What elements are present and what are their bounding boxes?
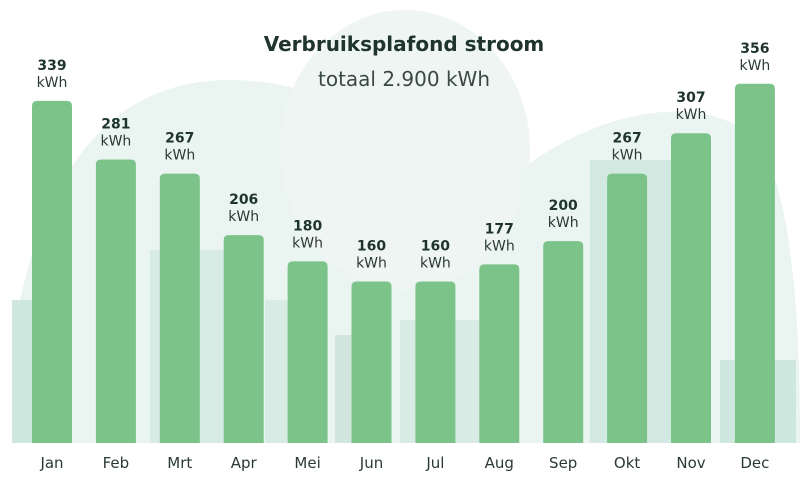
bar-aug bbox=[479, 264, 520, 443]
data-label-value: 160 bbox=[357, 239, 386, 255]
bar-jan bbox=[32, 100, 72, 443]
data-label-unit: kWh bbox=[292, 235, 323, 251]
data-label-unit: kWh bbox=[612, 148, 643, 164]
x-tick-label: Aug bbox=[485, 454, 514, 472]
x-tick-label: Jan bbox=[39, 454, 63, 472]
x-tick-label: Apr bbox=[231, 454, 258, 472]
x-tick-label: Nov bbox=[676, 454, 705, 472]
x-tick-label: Jun bbox=[359, 454, 383, 472]
x-tick-label: Okt bbox=[614, 454, 640, 472]
bar-jul bbox=[415, 281, 456, 443]
data-label-unit: kWh bbox=[420, 256, 451, 272]
bar-nov bbox=[671, 133, 711, 443]
chart-subtitle: totaal 2.900 kWh bbox=[318, 67, 490, 91]
bar-mei bbox=[287, 261, 328, 443]
x-tick-label: Sep bbox=[549, 454, 577, 472]
data-label-value: 339 bbox=[37, 58, 66, 74]
data-label-value: 307 bbox=[676, 90, 705, 106]
data-label-unit: kWh bbox=[356, 256, 387, 272]
bar-sep bbox=[543, 241, 584, 443]
data-label-value: 200 bbox=[549, 198, 578, 214]
data-label-unit: kWh bbox=[228, 209, 259, 225]
data-label-unit: kWh bbox=[676, 107, 707, 123]
data-label-unit: kWh bbox=[100, 133, 131, 149]
x-tick-label: Dec bbox=[740, 454, 769, 472]
x-tick-label: Feb bbox=[103, 454, 130, 472]
bar-jun bbox=[351, 281, 392, 443]
data-label-value: 160 bbox=[421, 239, 450, 255]
data-label-unit: kWh bbox=[164, 148, 195, 164]
data-label-unit: kWh bbox=[37, 75, 68, 91]
x-tick-label: Mei bbox=[294, 454, 320, 472]
data-label-unit: kWh bbox=[548, 215, 579, 231]
bar-dec bbox=[734, 83, 775, 444]
data-label-value: 180 bbox=[293, 218, 322, 234]
data-label-unit: kWh bbox=[484, 238, 515, 254]
bar-feb bbox=[95, 159, 136, 443]
bar-okt bbox=[607, 173, 648, 443]
chart-title: Verbruiksplafond stroom bbox=[264, 32, 545, 56]
data-label-value: 267 bbox=[612, 131, 641, 147]
x-tick-label: Jul bbox=[425, 454, 444, 472]
data-label-value: 177 bbox=[485, 221, 514, 237]
bar-mrt bbox=[159, 173, 200, 443]
data-label-value: 281 bbox=[101, 116, 130, 132]
data-label-value: 356 bbox=[740, 41, 769, 57]
bar-apr bbox=[223, 235, 264, 443]
data-label-value: 206 bbox=[229, 192, 258, 208]
data-label-value: 267 bbox=[165, 131, 194, 147]
data-label-unit: kWh bbox=[739, 58, 770, 74]
x-tick-label: Mrt bbox=[167, 454, 192, 472]
